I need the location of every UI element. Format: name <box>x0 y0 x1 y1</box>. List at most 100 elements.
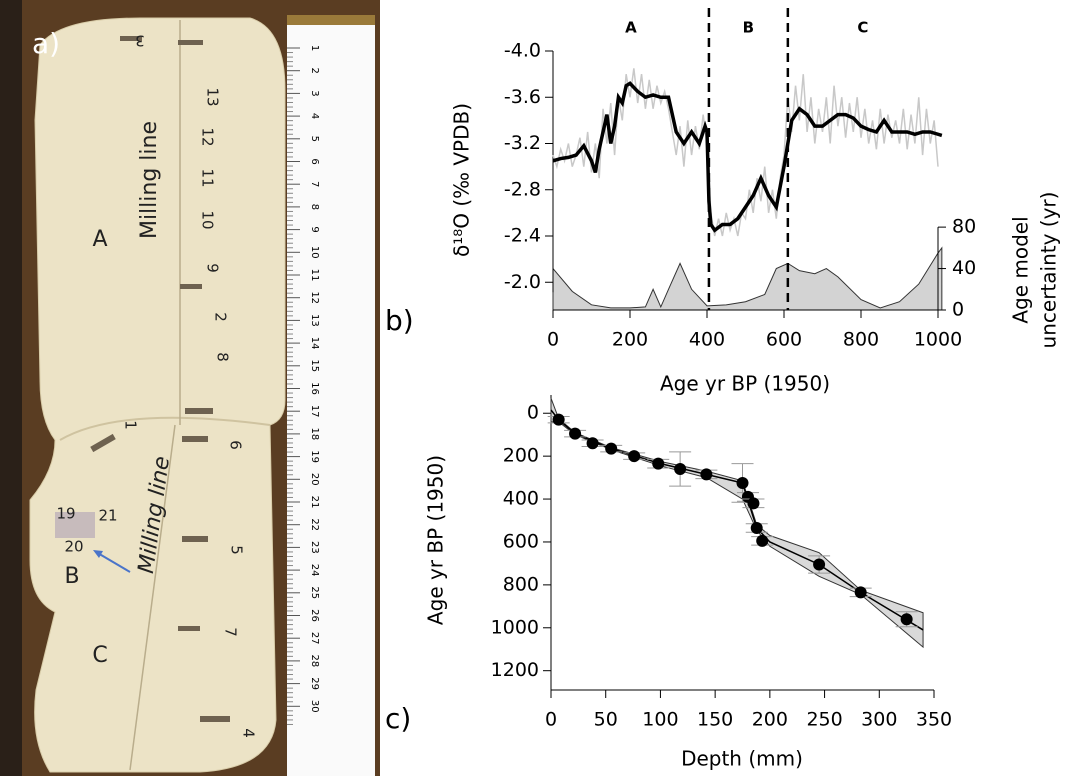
photo-label: 2 <box>212 312 230 322</box>
chart: 0 200 400 600 800 1000-4.0-3.6-3.2-2.8-2.4-2.… <box>385 8 1061 396</box>
photo-label: 8 <box>214 352 232 362</box>
photo-label: 6 <box>227 440 245 450</box>
ruler-scale: 1234567891011121314151617181920212223242… <box>287 45 320 725</box>
slot <box>120 36 142 41</box>
ruler-number: 28 <box>309 655 320 668</box>
data-point <box>813 558 826 571</box>
y-tick-label: -4.0 <box>504 40 541 62</box>
y2-axis-label: Age model <box>1009 216 1033 323</box>
panel-label: c) <box>385 702 411 735</box>
y-tick-label: 1000 <box>491 616 539 638</box>
y-tick-label: 200 <box>503 445 539 467</box>
data-point <box>586 437 599 450</box>
y-tick-label: -2.4 <box>504 225 541 247</box>
photo-label: B <box>64 564 79 589</box>
y2-tick-label: 40 <box>952 257 976 279</box>
x-axis-label: Age yr BP (1950) <box>660 372 830 396</box>
ruler-number: 14 <box>309 337 320 350</box>
photo-label: 21 <box>98 507 117 525</box>
x-tick-label: 350 <box>916 709 952 731</box>
data-point <box>674 463 687 476</box>
x-tick-label: 1000 <box>914 329 962 351</box>
data-point <box>652 457 665 470</box>
photo-label: 4 <box>240 728 258 738</box>
data-point <box>900 613 913 626</box>
y-tick-label: 800 <box>503 573 539 595</box>
ruler-number: 27 <box>309 632 320 645</box>
slot <box>185 408 213 414</box>
ruler-number: 24 <box>309 564 320 577</box>
photo-label: C <box>92 643 107 668</box>
y-tick-label: 400 <box>503 488 539 510</box>
photo-label: 11 <box>199 168 217 187</box>
data-point <box>756 534 769 547</box>
ruler-number: 26 <box>309 609 320 622</box>
photo-label: 7 <box>222 627 240 637</box>
y-tick-label: 1200 <box>491 659 539 681</box>
ruler-number: 9 <box>309 226 320 232</box>
ruler-number: 4 <box>309 113 320 119</box>
ruler-number: 17 <box>309 405 320 418</box>
photo-label: 3 <box>135 32 145 50</box>
y2-axis-label: uncertainty (yr) <box>1037 192 1061 349</box>
y-tick-label: -3.6 <box>504 86 541 108</box>
y-axis-label: Age yr BP (1950) <box>424 455 448 625</box>
ruler <box>287 15 375 776</box>
photo-label: 10 <box>199 210 217 229</box>
x-tick-label: 600 <box>766 329 802 351</box>
x-tick-label: 200 <box>612 329 648 351</box>
data-point <box>700 468 713 481</box>
y-tick-label: -3.2 <box>504 132 541 154</box>
ruler-number: 7 <box>309 181 320 187</box>
photo-label: 12 <box>199 127 217 146</box>
ruler-number: 30 <box>309 700 320 713</box>
data-point <box>854 586 867 599</box>
photo-edge <box>0 0 22 776</box>
data-point <box>747 497 760 510</box>
ruler-number: 3 <box>309 90 320 96</box>
ruler-number: 1 <box>309 45 320 51</box>
photo-label: 19 <box>56 505 75 523</box>
ruler-number: 21 <box>309 496 320 509</box>
slot <box>182 536 208 542</box>
panel-label: a) <box>32 27 60 60</box>
ruler-number: 5 <box>309 136 320 142</box>
ruler-number: 12 <box>309 291 320 304</box>
arrow <box>95 551 131 573</box>
data-point <box>569 427 582 440</box>
growth-band <box>59 416 271 441</box>
series-line <box>552 68 939 237</box>
ruler-number: 13 <box>309 314 320 327</box>
photo-label: Milling line <box>137 121 162 239</box>
ruler-number: 19 <box>309 450 320 463</box>
x-tick-label: 0 <box>547 329 559 351</box>
data-point <box>736 476 749 489</box>
slot <box>200 716 230 722</box>
x-tick-label: 0 <box>545 709 557 731</box>
y-tick-label: -2.8 <box>504 178 541 200</box>
ruler-number: 15 <box>309 359 320 372</box>
region-label: C <box>857 19 868 37</box>
photo: 1234567891011121314151617181920212223242… <box>0 0 380 776</box>
x-tick-label: 800 <box>843 329 879 351</box>
ruler-number: 18 <box>309 428 320 441</box>
coral-slab <box>29 17 286 773</box>
uncertainty-area <box>552 246 943 311</box>
ruler-number: 20 <box>309 473 320 486</box>
slots <box>90 36 230 722</box>
chart: 0 50 100 150 200 250 300 350 0 200 400 600 800 1000 12… <box>385 395 952 771</box>
data-point <box>750 522 763 535</box>
milling-line <box>129 424 176 771</box>
y2-tick-label: 80 <box>952 216 976 238</box>
ruler-number: 23 <box>309 541 320 554</box>
ruler-number: 22 <box>309 518 320 531</box>
model-band <box>550 398 924 649</box>
ruler-number: 25 <box>309 586 320 599</box>
ruler-number: 6 <box>309 158 320 164</box>
x-tick-label: 150 <box>697 709 733 731</box>
x-tick-label: 400 <box>689 329 725 351</box>
photo-label: 13 <box>204 87 222 106</box>
ruler-number: 11 <box>309 269 320 282</box>
slot <box>178 40 203 45</box>
